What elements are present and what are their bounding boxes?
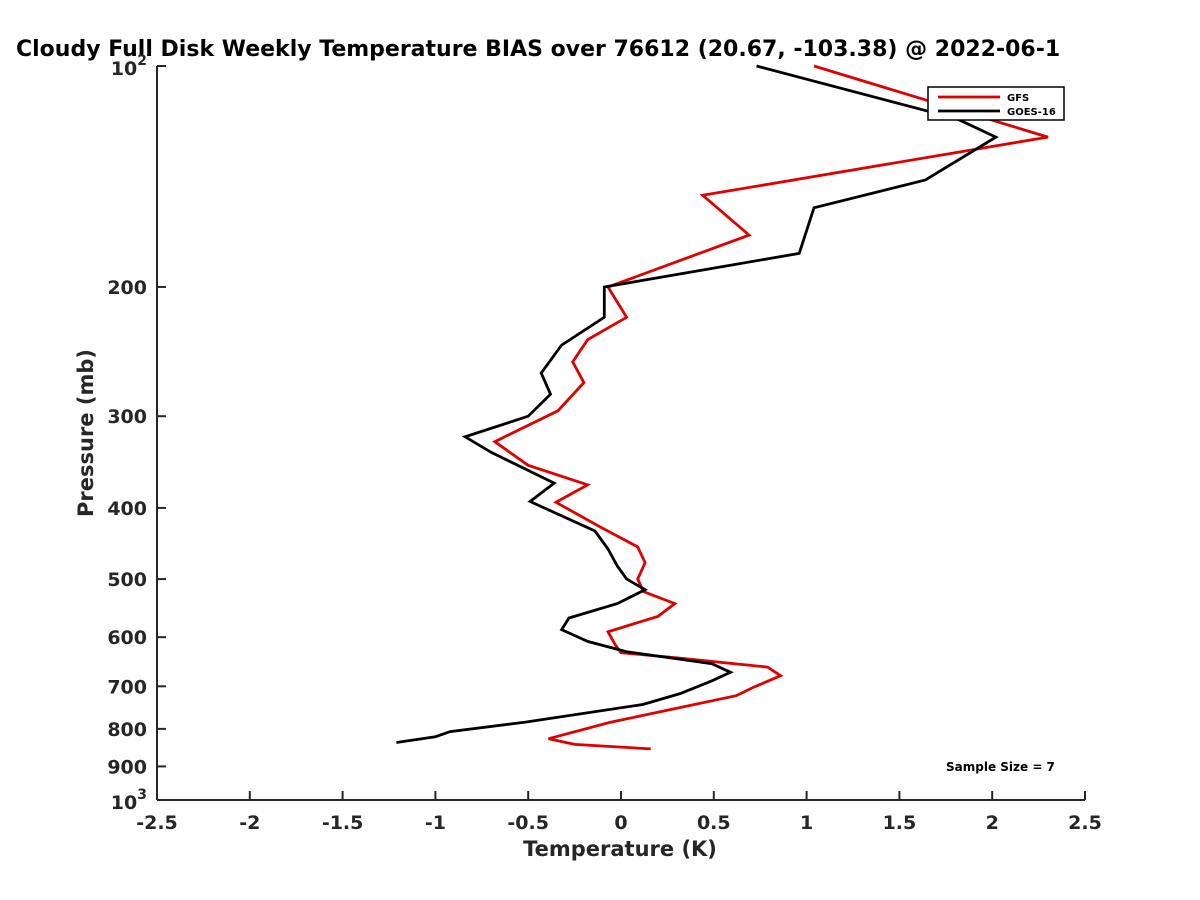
x-tick-label: 1: [800, 812, 813, 834]
y-tick-label: 102: [111, 53, 147, 80]
y-tick-label: 500: [107, 569, 147, 591]
x-tick-label: -1: [425, 812, 446, 834]
y-tick-label-exponent: 2: [137, 53, 147, 69]
y-tick-label: 600: [107, 627, 147, 649]
x-tick-label: 2: [986, 812, 999, 834]
x-tick-label: -2: [239, 812, 260, 834]
x-tick-label: 2.5: [1068, 812, 1102, 834]
series-line-gfs: [492, 64, 1049, 751]
legend-label-goes-16: GOES-16: [1007, 107, 1056, 118]
y-tick-label-exponent: 3: [137, 787, 147, 803]
x-tick-label: -0.5: [507, 812, 549, 834]
axes: -2.5 -2 -1.5 -1 -0.5 0 0.5 1 1.5 2 2.5102200300400…: [107, 53, 1102, 834]
series-line-goes-16: [396, 64, 999, 744]
y-tick-label: 200: [107, 277, 147, 299]
y-axis-label: Pressure (mb): [74, 349, 98, 517]
legend-label-gfs: GFS: [1007, 93, 1029, 104]
x-tick-label: -2.5: [136, 812, 178, 834]
y-tick-label: 300: [107, 406, 147, 428]
x-axis-label: Temperature (K): [523, 837, 717, 861]
legend-box: [927, 86, 1065, 121]
x-tick-label: 1.5: [883, 812, 917, 834]
x-tick-label: 0: [614, 812, 627, 834]
sample-size-annotation: Sample Size = 7: [946, 760, 1055, 774]
legend: GFS GOES-16: [927, 86, 1065, 121]
y-tick-label-base: 10: [111, 58, 137, 80]
series-lines: [396, 64, 1049, 751]
x-tick-label: 0.5: [697, 812, 731, 834]
y-tick-label: 700: [107, 676, 147, 698]
chart-title: Cloudy Full Disk Weekly Temperature BIAS…: [16, 37, 1060, 62]
y-tick-label: 103: [111, 787, 147, 814]
y-tick-label-base: 10: [111, 792, 137, 814]
x-tick-label: -1.5: [322, 812, 364, 834]
y-tick-label: 400: [107, 498, 147, 520]
y-tick-label: 900: [107, 756, 147, 778]
y-tick-label: 800: [107, 719, 147, 741]
